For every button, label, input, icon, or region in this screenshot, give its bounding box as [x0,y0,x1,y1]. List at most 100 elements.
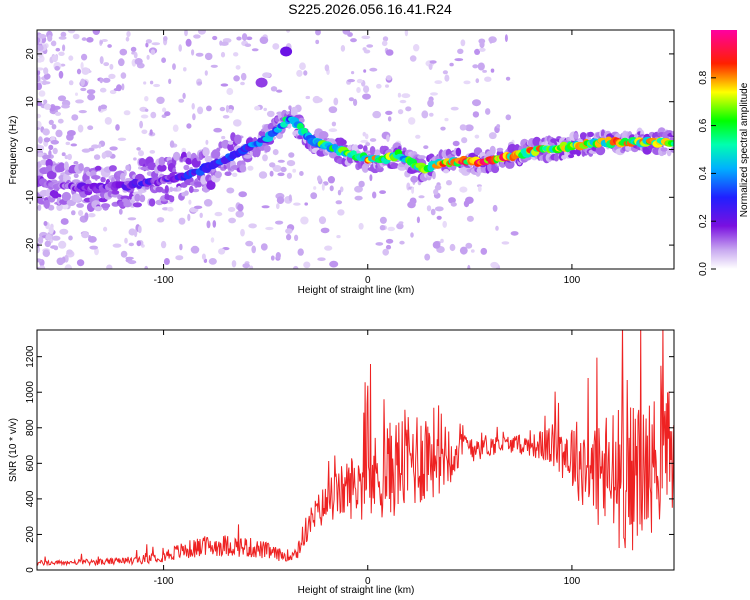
noise-speckle [363,85,370,93]
noise-speckle [434,80,443,84]
ridge-halo [61,191,71,202]
noise-speckle [297,248,304,256]
noise-speckle [294,234,299,241]
noise-speckle [299,171,304,176]
colorbar: 0.0 0.2 0.4 0.6 0.8 Normalized spectral ampl… [698,30,750,276]
y-tick-label: 0 [25,567,36,573]
noise-speckle [62,44,66,52]
noise-speckle [201,253,206,260]
ridge-halo [148,198,156,207]
noise-speckle [58,240,67,249]
noise-speckle [81,231,90,239]
noise-speckle [385,238,394,244]
noise-speckle [146,54,150,60]
noise-speckle [387,116,392,122]
noise-speckle [270,255,275,261]
ridge-halo [92,194,100,202]
noise-speckle [84,212,89,221]
noise-speckle [276,196,285,205]
noise-speckle [130,46,137,53]
noise-speckle [150,111,157,119]
noise-speckle [315,39,320,45]
noise-speckle [376,83,382,89]
noise-speckle [136,240,142,247]
y-tick-label: 1200 [25,345,36,368]
ridge-halo [532,136,542,147]
noise-speckle [220,83,229,87]
noise-speckle [434,184,442,191]
ridge-cell [301,127,308,135]
ridge-halo [460,166,471,176]
noise-speckle [43,137,51,143]
noise-speckle [426,205,432,212]
noise-speckle [128,242,134,247]
noise-speckle [240,228,245,237]
noise-speckle [228,217,237,224]
noise-speckle [99,77,104,84]
noise-speckle [67,153,72,161]
noise-speckle [292,168,297,173]
noise-speckle [37,204,42,211]
noise-speckle [245,240,254,247]
noise-speckle [333,97,339,106]
noise-speckle [193,205,203,209]
noise-speckle [434,206,444,212]
noise-speckle [58,70,64,79]
noise-speckle [340,45,346,52]
noise-speckle [328,128,338,133]
noise-speckle [470,249,475,253]
noise-speckle [276,203,280,210]
noise-speckle [178,98,185,103]
ridge-halo [94,165,102,171]
noise-speckle [42,128,50,136]
ridge-halo [216,147,221,152]
noise-speckle [222,115,230,119]
noise-speckle [258,171,268,179]
noise-speckle [385,244,392,250]
noise-speckle [43,67,49,75]
noise-speckle [351,71,355,75]
noise-speckle [191,49,195,56]
noise-speckle [286,30,291,33]
ridge-halo [357,144,364,150]
noise-speckle [136,147,141,151]
noise-speckle [228,108,233,114]
noise-speckle [87,93,95,101]
noise-speckle [103,226,108,232]
noise-speckle [428,63,433,70]
noise-speckle [98,143,102,149]
noise-speckle [99,40,103,45]
noise-speckle [235,65,241,70]
noise-speckle [372,191,377,199]
noise-speckle [444,74,450,82]
noise-speckle [369,67,378,72]
noise-speckle [423,145,429,150]
noise-speckle [101,39,108,42]
noise-speckle [336,235,341,239]
noise-speckle [240,72,247,81]
ridge-halo [45,158,53,168]
noise-speckle [472,111,480,118]
noise-speckle [382,248,390,256]
noise-speckle [140,114,149,119]
snr-series-layer [37,330,674,567]
noise-speckle [76,259,85,267]
noise-speckle [37,45,44,51]
y-tick-label: -10 [25,190,36,205]
noise-speckle [67,130,76,137]
noise-speckle [235,210,244,218]
noise-speckle [143,81,147,85]
noise-speckle [70,143,78,147]
noise-speckle [397,109,404,115]
noise-speckle [109,146,118,151]
noise-speckle [134,58,143,65]
noise-speckle [324,245,333,251]
noise-speckle [467,264,471,269]
noise-speckle [183,67,187,72]
noise-speckle [385,84,389,88]
noise-speckle [510,231,519,236]
noise-speckle [241,33,248,41]
noise-speckle [61,104,70,109]
